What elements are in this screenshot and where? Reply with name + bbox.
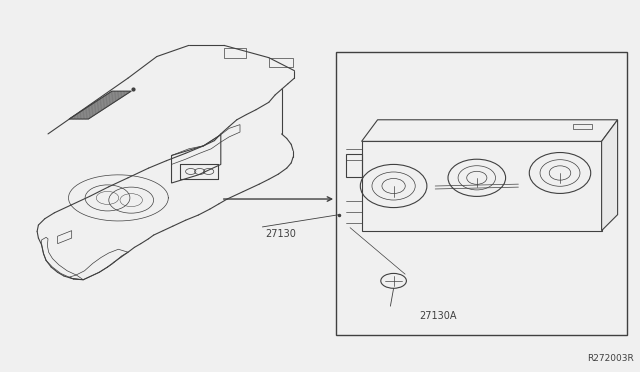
- Polygon shape: [362, 120, 618, 141]
- Polygon shape: [602, 120, 618, 231]
- Bar: [336, 52, 627, 335]
- Polygon shape: [362, 141, 602, 231]
- Text: 27130: 27130: [266, 229, 296, 239]
- Text: 27130A: 27130A: [420, 311, 457, 321]
- Text: R272003R: R272003R: [587, 354, 634, 363]
